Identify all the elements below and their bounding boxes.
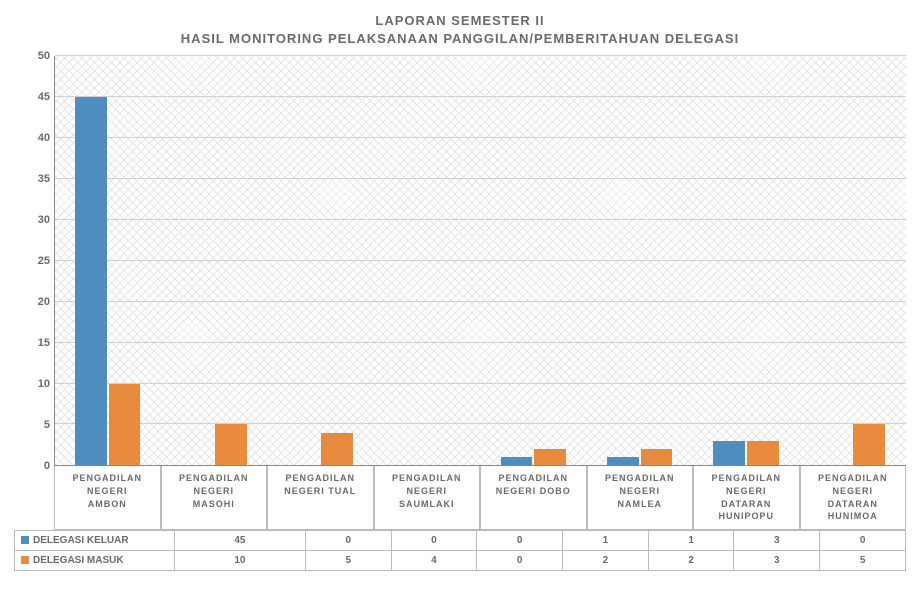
y-tick-label: 20 [38, 296, 50, 308]
table-cell: 0 [305, 530, 391, 550]
y-tick-label: 0 [44, 460, 50, 472]
bar-group [55, 56, 161, 465]
table-cell: 5 [305, 550, 391, 570]
table-cell: 10 [175, 550, 306, 570]
y-axis: 05101520253035404550 [14, 56, 54, 466]
table-cell: 0 [477, 530, 563, 550]
bar-delegasi-masuk [534, 449, 566, 465]
table-cell: 1 [563, 530, 649, 550]
bar-delegasi-keluar [501, 457, 533, 465]
y-tick-label: 10 [38, 378, 50, 390]
legend-label: DELEGASI KELUAR [15, 530, 175, 550]
table-cell: 0 [477, 550, 563, 570]
table-cell: 0 [391, 530, 477, 550]
y-tick-label: 15 [38, 337, 50, 349]
legend-label: DELEGASI MASUK [15, 550, 175, 570]
bars-layer [55, 56, 906, 465]
bar-delegasi-keluar [713, 441, 745, 466]
x-category-label: PENGADILANNEGERI TUAL [267, 466, 374, 529]
title-line-2: HASIL MONITORING PELAKSANAAN PANGGILAN/P… [14, 30, 906, 48]
table-cell: 0 [820, 530, 906, 550]
legend-swatch [21, 536, 29, 544]
plot-area [54, 56, 906, 466]
table-cell: 3 [734, 530, 820, 550]
y-tick-label: 30 [38, 214, 50, 226]
table-cell: 2 [563, 550, 649, 570]
x-category-label: PENGADILANNEGERI DOBO [480, 466, 587, 529]
bar-group [481, 56, 587, 465]
y-tick-label: 5 [44, 419, 50, 431]
title-line-1: LAPORAN SEMESTER II [14, 12, 906, 30]
y-tick-label: 40 [38, 132, 50, 144]
x-category-label: PENGADILANNEGERIMASOHI [161, 466, 268, 529]
bar-delegasi-masuk [215, 424, 247, 465]
bar-group [587, 56, 693, 465]
table-row: DELEGASI MASUK105402235 [15, 550, 906, 570]
bar-delegasi-masuk [853, 424, 885, 465]
table-row: DELEGASI KELUAR450001130 [15, 530, 906, 550]
x-category-label: PENGADILANNEGERIDATARANHUNIPOPU [693, 466, 800, 529]
bar-group [693, 56, 799, 465]
table-cell: 2 [648, 550, 734, 570]
bar-delegasi-masuk [321, 433, 353, 466]
legend-data-table: DELEGASI KELUAR450001130DELEGASI MASUK10… [14, 530, 906, 571]
bar-delegasi-keluar [75, 97, 107, 465]
y-tick-label: 35 [38, 173, 50, 185]
table-cell: 4 [391, 550, 477, 570]
bar-delegasi-masuk [641, 449, 673, 465]
bar-delegasi-masuk [747, 441, 779, 466]
bar-group [161, 56, 267, 465]
table-cell: 45 [175, 530, 306, 550]
chart-area: 05101520253035404550 [14, 56, 906, 466]
x-category-label: PENGADILANNEGERINAMLEA [587, 466, 694, 529]
chart-container: LAPORAN SEMESTER II HASIL MONITORING PEL… [0, 0, 920, 594]
table-cell: 5 [820, 550, 906, 570]
bar-group [374, 56, 480, 465]
y-tick-label: 25 [38, 255, 50, 267]
data-table: DELEGASI KELUAR450001130DELEGASI MASUK10… [14, 530, 906, 571]
bar-delegasi-masuk [109, 384, 141, 466]
bar-group [800, 56, 906, 465]
table-cell: 3 [734, 550, 820, 570]
legend-swatch [21, 556, 29, 564]
x-axis-labels: PENGADILANNEGERIAMBONPENGADILANNEGERIMAS… [54, 466, 906, 529]
y-tick-label: 50 [38, 50, 50, 62]
bar-delegasi-keluar [607, 457, 639, 465]
x-category-label: PENGADILANNEGERIDATARANHUNIMOA [800, 466, 907, 529]
x-category-label: PENGADILANNEGERIAMBON [54, 466, 161, 529]
title-block: LAPORAN SEMESTER II HASIL MONITORING PEL… [14, 12, 906, 48]
x-category-label: PENGADILANNEGERISAUMLAKI [374, 466, 481, 529]
bar-group [268, 56, 374, 465]
table-cell: 1 [648, 530, 734, 550]
y-tick-label: 45 [38, 91, 50, 103]
